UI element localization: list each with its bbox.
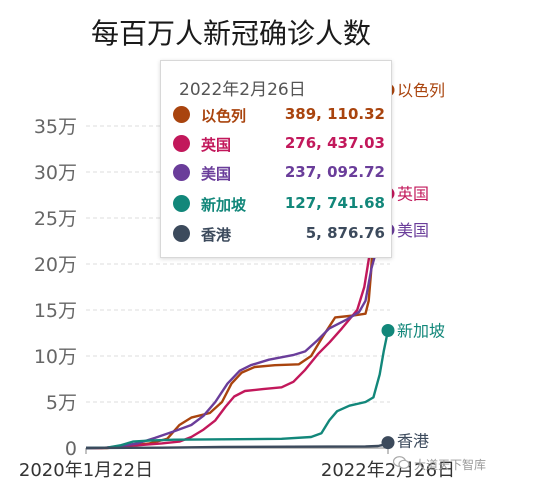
tooltip-row-singapore: 新加坡 127, 741.68 [173,192,385,216]
tooltip-value-uk: 276, 437.03 [284,134,385,152]
y-tick-label: 35万 [34,116,77,138]
x-tick-label: 2020年1月22日 [19,460,153,481]
watermark: 大道天下智库 [414,458,487,472]
tooltip-row-hongkong: 香港 5, 876.76 [173,222,385,246]
y-tick-label: 10万 [34,346,77,368]
tooltip-name-uk: 英国 [201,136,232,154]
y-tick-label: 0 [65,438,77,460]
tooltip-value-hongkong: 5, 876.76 [305,224,385,242]
x-axis: 2020年1月22日 2022年2月26日 [19,447,455,481]
tooltip: 2022年2月26日 以色列 389, 110.32 英国 276, 437.0… [160,60,392,258]
series-end-label: 美国 [397,221,429,240]
tooltip-value-us: 237, 092.72 [284,163,385,181]
tooltip-value-singapore: 127, 741.68 [284,194,385,212]
series-end-label: 以色列 [397,81,445,100]
y-tick-label: 15万 [34,300,77,322]
y-tick-label: 20万 [34,254,77,276]
tooltip-name-hongkong: 香港 [201,226,232,244]
tooltip-name-singapore: 新加坡 [201,196,247,214]
series-end-dot [381,323,395,337]
tooltip-dot-hongkong [173,225,190,242]
series-end-dot [381,436,395,450]
series-end-label: 英国 [397,185,429,204]
tooltip-row-uk: 英国 276, 437.03 [173,132,385,156]
tooltip-dot-israel [173,106,190,123]
tooltip-dot-uk [173,135,190,152]
tooltip-name-us: 美国 [201,165,232,183]
tooltip-value-israel: 389, 110.32 [284,105,385,123]
wechat-icon [393,456,410,469]
y-tick-label: 5万 [46,392,77,414]
tooltip-name-israel: 以色列 [201,107,247,125]
tooltip-row-us: 美国 237, 092.72 [173,161,385,185]
tooltip-dot-singapore [173,195,190,212]
chart-title: 每百万人新冠确诊人数 [91,17,372,50]
series-line [85,228,389,450]
x-tick-label: 2022年2月26日 [321,460,455,481]
y-tick-label: 30万 [34,162,77,184]
y-tick-label: 25万 [34,208,77,230]
series-line [85,330,390,450]
series-line [86,193,390,450]
tooltip-dot-us [173,164,190,181]
series-end-label: 香港 [397,432,429,451]
tooltip-row-israel: 以色列 389, 110.32 [173,103,385,127]
tooltip-date: 2022年2月26日 [179,80,306,100]
series-end-label: 新加坡 [397,321,445,340]
y-axis-tick-labels: 0 5万 10万 15万 20万 25万 30万 35万 [34,116,77,460]
